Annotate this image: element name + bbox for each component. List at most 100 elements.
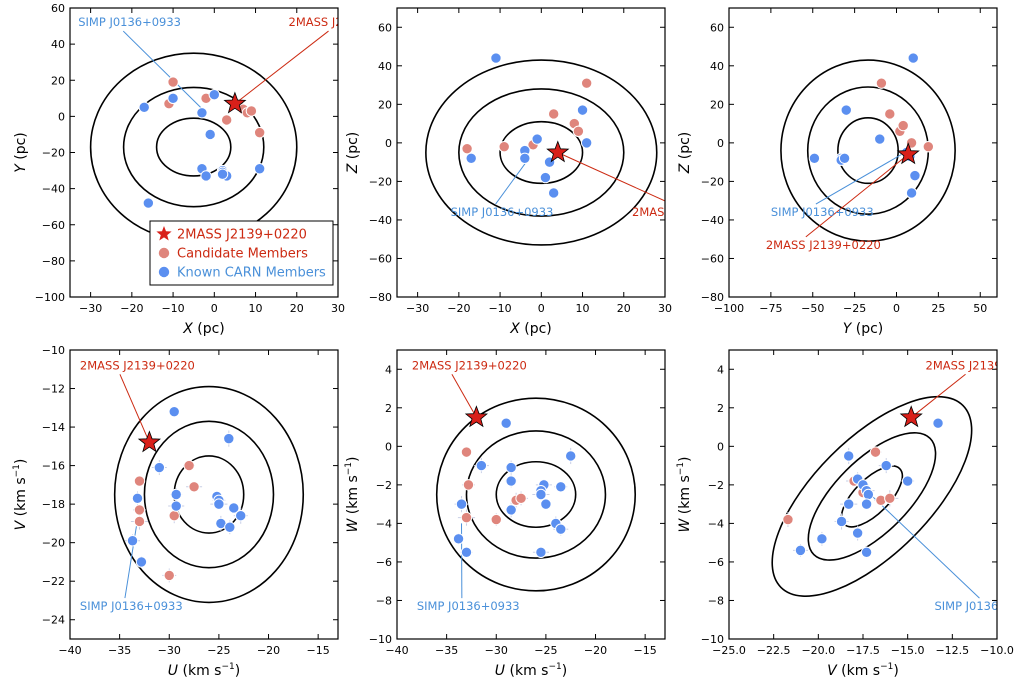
known-member-point: [217, 169, 227, 179]
x-tick-label: −30: [79, 302, 102, 315]
known-member-point: [506, 505, 516, 515]
simp-label: SIMP J0136+0933: [771, 205, 874, 219]
candidate-member-point: [876, 78, 886, 88]
known-member-point: [171, 501, 181, 511]
simp-callout-line: [868, 493, 979, 599]
y-tick-label: 60: [51, 2, 65, 15]
known-member-point: [171, 489, 181, 499]
known-member-point: [466, 153, 476, 163]
y-tick-label: −10: [42, 344, 65, 357]
candidate-member-point: [463, 480, 473, 490]
known-member-point: [817, 534, 827, 544]
known-member-point: [852, 528, 862, 538]
known-member-point: [875, 134, 885, 144]
x-tick-label: −22.5: [757, 644, 791, 657]
y-tick-label: −18: [42, 498, 65, 511]
candidate-member-point: [134, 516, 144, 526]
y-tick-label: −24: [42, 614, 65, 627]
x-tick-label: −20: [257, 644, 280, 657]
x-axis-label: U (km s−1): [168, 662, 240, 679]
legend-label: Candidate Members: [177, 247, 308, 262]
twomass-label: 2MASS J2139+0220: [766, 238, 881, 252]
y-tick-label: −60: [701, 252, 724, 265]
twomass-callout-line: [558, 153, 672, 205]
x-tick-label: 30: [331, 302, 345, 315]
y-tick-label: 20: [51, 74, 65, 87]
x-axis-label: U (km s−1): [495, 662, 567, 679]
x-tick-label: −40: [58, 644, 81, 657]
simp-callout-line: [125, 520, 138, 599]
x-tick-label: 50: [973, 302, 987, 315]
x-tick-label: 20: [617, 302, 631, 315]
known-member-point: [910, 170, 920, 180]
known-member-point: [168, 93, 178, 103]
y-axis-label: W (km s−1): [676, 457, 693, 533]
y-tick-label: 0: [385, 137, 392, 150]
known-member-point: [154, 462, 164, 472]
x-tick-label: −35: [435, 644, 458, 657]
candidate-member-point: [254, 127, 264, 137]
legend-label: 2MASS J2139+0220: [177, 228, 307, 243]
known-member-point: [908, 53, 918, 63]
contour-ellipse: [144, 421, 273, 567]
known-member-point: [540, 172, 550, 182]
y-tick-label: −6: [708, 556, 724, 569]
known-member-point: [491, 53, 501, 63]
candidate-member-point: [573, 126, 583, 136]
known-member-point: [453, 534, 463, 544]
x-tick-label: 10: [249, 302, 263, 315]
x-tick-label: 10: [576, 302, 590, 315]
candidate-member-point: [221, 115, 231, 125]
x-axis-label: X (pc): [182, 321, 225, 337]
known-member-point: [169, 406, 179, 416]
legend-label: Known CARN Members: [177, 266, 326, 281]
candidate-member-point: [870, 447, 880, 457]
y-axis-label: V (km s−1): [12, 459, 29, 531]
y-tick-label: 40: [710, 60, 724, 73]
x-tick-label: −35: [108, 644, 131, 657]
x-tick-label: 0: [893, 302, 900, 315]
y-tick-label: −4: [708, 517, 724, 530]
twomass-callout-line: [120, 374, 149, 442]
known-member-point: [933, 418, 943, 428]
y-tick-label: 2: [717, 402, 724, 415]
y-tick-label: −2: [376, 479, 392, 492]
x-tick-label: −15: [634, 644, 657, 657]
candidate-member-point: [923, 142, 933, 152]
x-tick-label: −75: [759, 302, 782, 315]
candidate-member-point: [885, 109, 895, 119]
y-tick-label: 2: [385, 402, 392, 415]
x-axis-label: Y (pc): [843, 321, 884, 337]
candidate-member-point: [462, 143, 472, 153]
known-member-point: [461, 547, 471, 557]
known-member-point: [136, 557, 146, 567]
known-member-point: [224, 433, 234, 443]
twomass-callout-line: [806, 154, 908, 236]
y-tick-label: −40: [701, 214, 724, 227]
y-tick-label: −20: [701, 175, 724, 188]
known-member-point: [841, 105, 851, 115]
x-axis-label: V (km s−1): [827, 662, 899, 679]
y-tick-label: −6: [376, 556, 392, 569]
known-member-point: [902, 476, 912, 486]
x-tick-label: −20: [584, 644, 607, 657]
known-member-point: [214, 499, 224, 509]
panel-frame: [70, 350, 338, 639]
candidate-member-point: [885, 493, 895, 503]
known-member-point: [536, 489, 546, 499]
known-member-point: [861, 547, 871, 557]
contour-ellipse: [115, 387, 304, 603]
y-tick-label: 0: [58, 110, 65, 123]
known-member-point: [205, 129, 215, 139]
target-star: [901, 406, 922, 426]
y-tick-label: 60: [710, 21, 724, 34]
y-tick-label: −60: [42, 219, 65, 232]
known-member-point: [536, 547, 546, 557]
twomass-label: 2MASS J2139+0220: [926, 358, 1024, 372]
panel-6: −25.0−22.5−20.0−17.5−15.0−12.5−10.0−10−8…: [676, 350, 1024, 679]
